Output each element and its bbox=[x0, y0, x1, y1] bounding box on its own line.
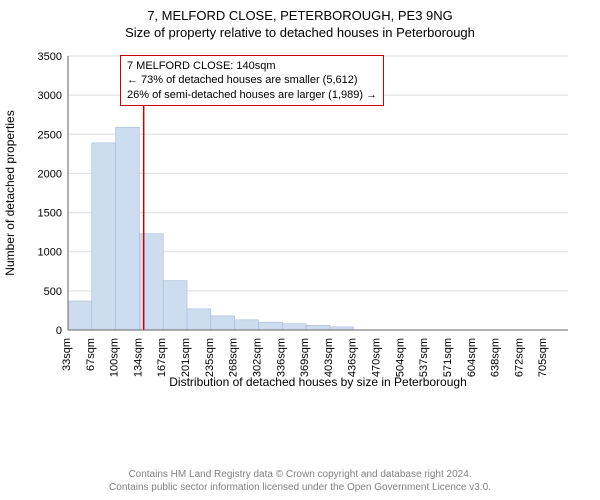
svg-text:1000: 1000 bbox=[38, 247, 62, 259]
svg-text:2000: 2000 bbox=[38, 168, 62, 180]
footer-line-1: Contains HM Land Registry data © Crown c… bbox=[0, 468, 600, 481]
footer-line-2: Contains public sector information licen… bbox=[0, 481, 600, 494]
svg-text:1500: 1500 bbox=[38, 208, 62, 220]
svg-text:2500: 2500 bbox=[38, 129, 62, 141]
svg-text:504sqm: 504sqm bbox=[394, 338, 406, 377]
infobox-line-2: ← 73% of detached houses are smaller (5,… bbox=[127, 73, 377, 87]
histogram-bar bbox=[211, 316, 235, 330]
svg-text:Distribution of detached house: Distribution of detached houses by size … bbox=[169, 375, 467, 389]
histogram-bar bbox=[235, 320, 259, 330]
svg-text:571sqm: 571sqm bbox=[442, 338, 454, 377]
svg-text:268sqm: 268sqm bbox=[228, 338, 240, 377]
svg-text:3500: 3500 bbox=[38, 51, 62, 63]
svg-text:3000: 3000 bbox=[38, 90, 62, 102]
svg-text:705sqm: 705sqm bbox=[537, 338, 549, 377]
histogram-bar bbox=[187, 309, 211, 330]
svg-text:302sqm: 302sqm bbox=[251, 338, 263, 377]
svg-text:436sqm: 436sqm bbox=[347, 338, 359, 377]
svg-text:167sqm: 167sqm bbox=[156, 338, 168, 377]
svg-text:403sqm: 403sqm bbox=[323, 338, 335, 377]
svg-text:470sqm: 470sqm bbox=[371, 338, 383, 377]
histogram-bar bbox=[116, 127, 140, 330]
infobox-line-1: 7 MELFORD CLOSE: 140sqm bbox=[127, 59, 377, 73]
footer-attribution: Contains HM Land Registry data © Crown c… bbox=[0, 468, 600, 494]
svg-text:500: 500 bbox=[44, 286, 62, 298]
histogram-bar bbox=[282, 324, 306, 330]
svg-text:134sqm: 134sqm bbox=[132, 338, 144, 377]
svg-text:201sqm: 201sqm bbox=[180, 338, 192, 377]
svg-text:100sqm: 100sqm bbox=[109, 338, 121, 377]
svg-text:537sqm: 537sqm bbox=[418, 338, 430, 377]
histogram-bar bbox=[163, 281, 187, 330]
histogram-bar bbox=[68, 301, 92, 330]
svg-text:0: 0 bbox=[56, 325, 62, 337]
property-infobox: 7 MELFORD CLOSE: 140sqm ← 73% of detache… bbox=[120, 55, 384, 106]
infobox-line-3: 26% of semi-detached houses are larger (… bbox=[127, 88, 377, 102]
svg-text:672sqm: 672sqm bbox=[513, 338, 525, 377]
svg-text:638sqm: 638sqm bbox=[490, 338, 502, 377]
histogram-bar bbox=[306, 325, 330, 330]
svg-text:369sqm: 369sqm bbox=[299, 338, 311, 377]
chart-title-line1: 7, MELFORD CLOSE, PETERBOROUGH, PE3 9NG bbox=[0, 0, 600, 23]
histogram-bar bbox=[92, 143, 116, 330]
svg-text:33sqm: 33sqm bbox=[61, 338, 73, 371]
svg-text:235sqm: 235sqm bbox=[204, 338, 216, 377]
svg-text:336sqm: 336sqm bbox=[275, 338, 287, 377]
svg-text:Number of detached properties: Number of detached properties bbox=[3, 110, 17, 275]
chart-title-line2: Size of property relative to detached ho… bbox=[0, 23, 600, 40]
svg-text:604sqm: 604sqm bbox=[466, 338, 478, 377]
histogram-bar bbox=[258, 322, 282, 330]
svg-text:67sqm: 67sqm bbox=[85, 338, 97, 371]
